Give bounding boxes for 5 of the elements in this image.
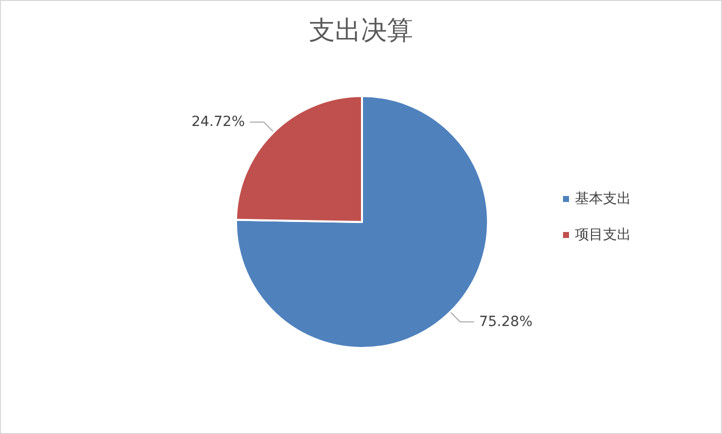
data-label: 75.28% [479, 314, 533, 330]
data-label: 24.72% [191, 114, 245, 130]
legend-label: 项目支出 [575, 227, 631, 243]
legend-label: 基本支出 [575, 191, 631, 207]
chart-title: 支出决算 [309, 16, 413, 46]
